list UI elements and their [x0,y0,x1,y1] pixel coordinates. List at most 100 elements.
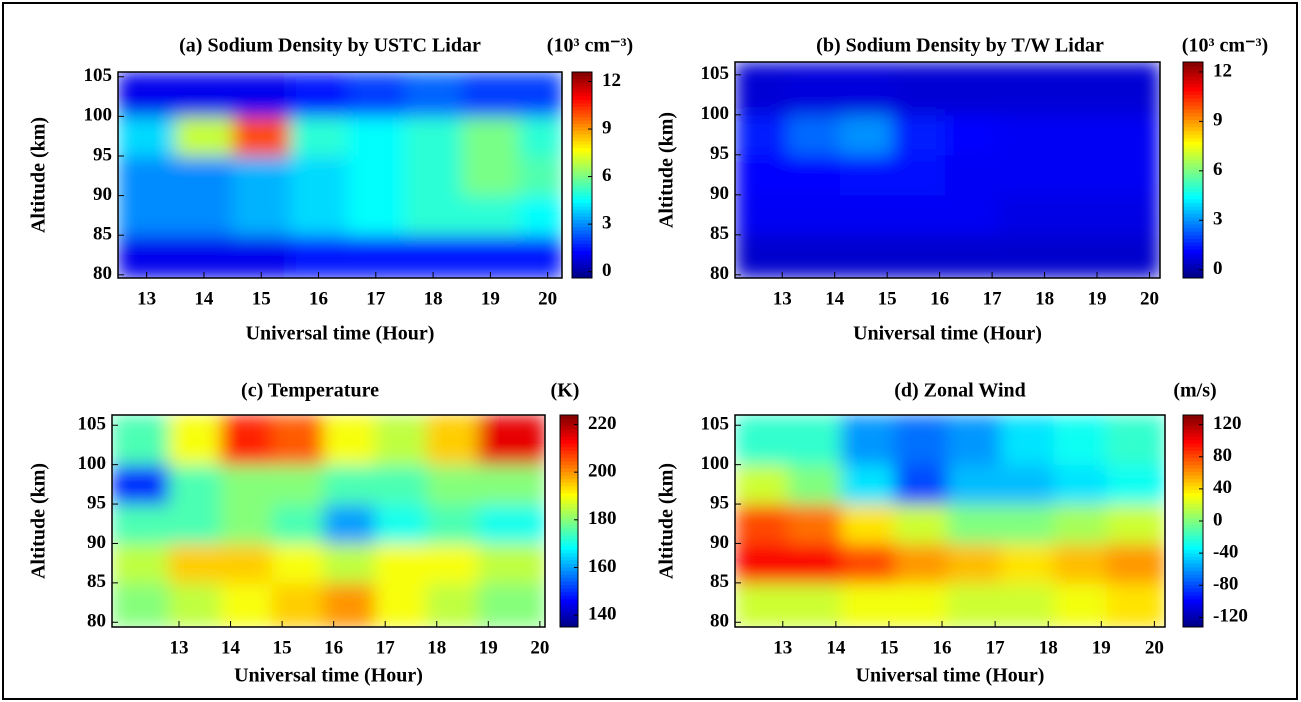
colorbar-step [1183,616,1203,621]
colorbar-step [572,257,592,262]
cell [997,154,1051,196]
colorbar-step [560,446,578,451]
colorbar-step [1183,144,1203,149]
x-tick-label: 13 [773,637,792,658]
colorbar-step [1183,105,1203,110]
cell [997,114,1051,156]
colorbar-step [1183,464,1203,469]
cell [175,155,234,197]
cell [271,582,324,627]
colorbar-step [1183,94,1203,99]
cell [997,194,1051,236]
cell [1102,114,1160,156]
colorbar-step [1183,152,1203,157]
colorbar-tick-label: -40 [1213,541,1238,562]
y-tick-label: 90 [93,184,112,205]
cell [788,504,842,544]
x-tick-label: 17 [376,637,396,658]
colorbar-tick-label: 200 [588,461,617,482]
colorbar-step [1183,531,1203,536]
colorbar-step [572,106,592,111]
colorbar-step [1183,453,1203,458]
cell [289,195,348,236]
colorbar-tick-label: 12 [602,70,621,91]
colorbar-step [572,130,592,135]
colorbar-step [1183,510,1203,515]
cell [997,62,1051,116]
cell [944,194,998,236]
chart-title: (a) Sodium Density by USTC Lidar [179,35,481,57]
cell [787,154,841,196]
cell [841,464,895,505]
colorbar-step [1183,475,1203,480]
cell [168,464,221,505]
cell [461,72,520,117]
cell [347,235,405,278]
colorbar-step [572,264,592,269]
colorbar-step [1183,492,1203,497]
colorbar-step [1183,588,1203,593]
cell [323,464,376,505]
colorbar-step [1183,457,1203,462]
colorbar-step [560,524,578,529]
colorbar-units: (K) [551,380,580,402]
colorbar-step [1183,76,1203,81]
cell [220,504,273,544]
colorbar-step [1183,137,1203,142]
colorbar-step [1183,538,1203,543]
colorbar-step [560,492,578,497]
cell [839,114,893,156]
cell [1102,234,1160,278]
cell [477,464,545,505]
cell [997,234,1051,278]
y-tick-label: 100 [701,103,730,124]
cell [404,116,463,157]
field [735,62,1160,278]
x-tick-label: 15 [879,637,898,658]
colorbar-tick-label: 180 [588,508,617,529]
x-tick-label: 15 [252,288,271,309]
chart-title: (d) Zonal Wind [894,380,1026,402]
cell [788,582,842,627]
colorbar-step [1183,101,1203,106]
colorbar-step [1183,227,1203,232]
colorbar-step [560,453,578,458]
cell [461,195,520,236]
colorbar-step [1183,471,1203,476]
colorbar-step [560,535,578,540]
colorbar-step [1183,556,1203,561]
colorbar-step [1183,415,1203,420]
x-tick-label: 16 [309,288,328,309]
cell [232,72,291,117]
colorbar-tick-label: 6 [602,165,612,186]
x-tick-label: 17 [986,637,1006,658]
colorbar-step [560,542,578,547]
colorbar-tick-label: 3 [602,212,612,233]
colorbar-step [560,570,578,575]
colorbar-step [572,267,592,272]
y-axis-label: Altitude (km) [28,463,50,579]
colorbar-step [572,123,592,128]
cell [112,464,170,505]
colorbar-step [572,202,592,207]
colorbar-step [572,233,592,238]
colorbar-step [1183,206,1203,211]
colorbar-step [1183,436,1203,441]
y-tick-label: 80 [93,263,112,284]
cell [1049,234,1103,278]
x-tick-label: 20 [1140,288,1159,309]
cell [175,72,234,117]
colorbar-step [560,552,578,557]
colorbar-step [1183,485,1203,490]
field [112,415,545,627]
field-smooth [118,72,562,278]
colorbar-step [560,478,578,483]
colorbar-step [1183,584,1203,589]
cell [168,543,221,584]
colorbar-step [560,574,578,579]
cell [461,235,520,278]
colorbar-step [1183,180,1203,185]
colorbar-step [1183,119,1203,124]
cell [347,155,405,197]
cell [323,543,376,584]
